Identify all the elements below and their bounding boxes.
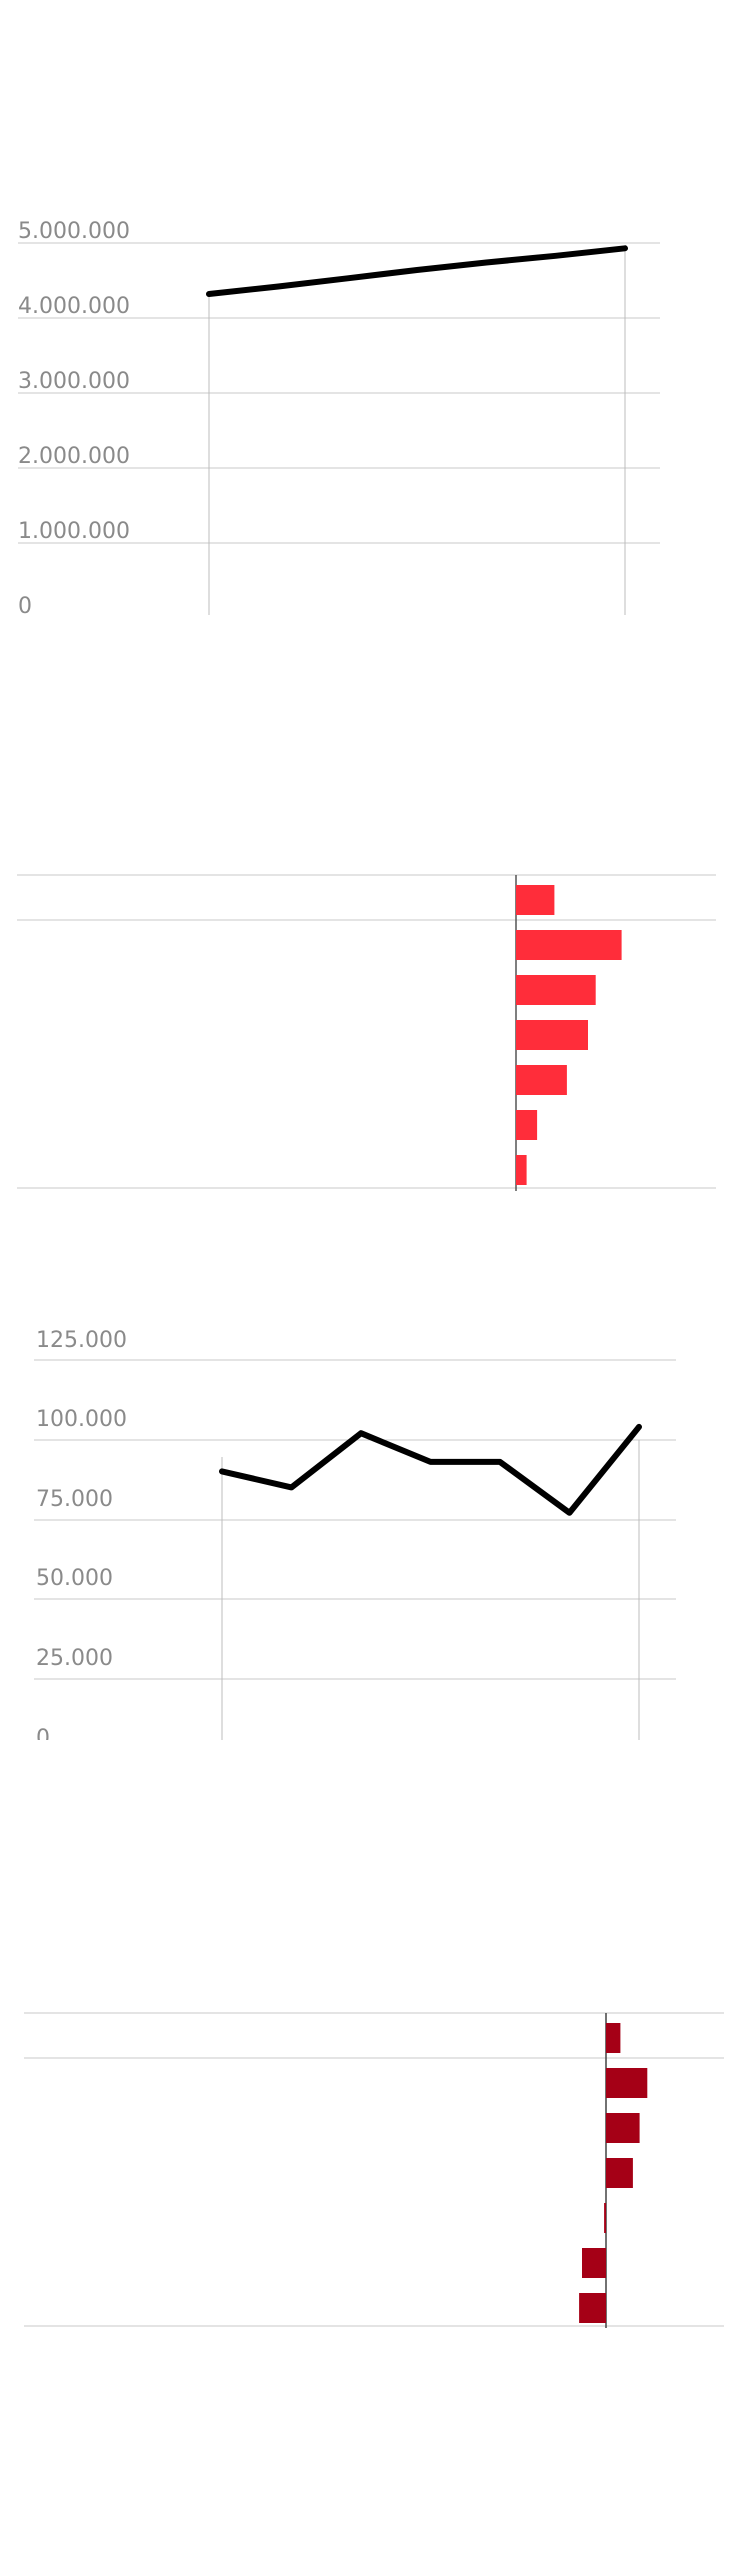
bar bbox=[516, 975, 596, 1005]
y-tick-label: 0 bbox=[36, 1726, 50, 1740]
bars bbox=[579, 2023, 648, 2323]
y-tick-label: 0 bbox=[18, 594, 32, 615]
y-tick-label: 125.000 bbox=[36, 1328, 127, 1353]
series-line bbox=[219, 1423, 642, 1516]
bar bbox=[516, 1020, 588, 1050]
bar bbox=[516, 1065, 567, 1095]
bar bbox=[606, 2158, 633, 2188]
bar-chart-2 bbox=[24, 2012, 724, 2328]
y-tick-label: 1.000.000 bbox=[18, 519, 130, 544]
bar bbox=[516, 1155, 527, 1185]
bar bbox=[516, 885, 555, 915]
y-tick-label: 4.000.000 bbox=[18, 294, 130, 319]
y-tick-label: 2.000.000 bbox=[18, 444, 130, 469]
line-chart-1: 5.000.000 4.000.000 3.000.000 2.000.000 … bbox=[18, 219, 660, 615]
y-tick-labels: 125.000 100.000 75.000 50.000 25.000 0 bbox=[36, 1328, 127, 1740]
bar bbox=[606, 2023, 621, 2053]
bar bbox=[516, 930, 622, 960]
y-tick-label: 50.000 bbox=[36, 1566, 113, 1591]
y-tick-label: 75.000 bbox=[36, 1487, 113, 1512]
y-tick-label: 5.000.000 bbox=[18, 219, 130, 244]
y-tick-label: 3.000.000 bbox=[18, 369, 130, 394]
gridlines bbox=[34, 1359, 676, 1680]
bar bbox=[606, 2068, 648, 2098]
y-tick-label: 100.000 bbox=[36, 1407, 127, 1432]
bar-chart-1 bbox=[17, 874, 716, 1191]
bar bbox=[606, 2113, 640, 2143]
bar bbox=[516, 1110, 538, 1140]
bar bbox=[579, 2293, 606, 2323]
bar bbox=[582, 2248, 606, 2278]
gridlines bbox=[18, 242, 660, 544]
y-tick-label: 25.000 bbox=[36, 1646, 113, 1671]
series-line bbox=[206, 245, 628, 297]
y-tick-labels: 5.000.000 4.000.000 3.000.000 2.000.000 … bbox=[18, 219, 130, 615]
bar bbox=[604, 2203, 606, 2233]
line-chart-2: 125.000 100.000 75.000 50.000 25.000 0 bbox=[34, 1328, 676, 1740]
bars bbox=[516, 885, 622, 1185]
